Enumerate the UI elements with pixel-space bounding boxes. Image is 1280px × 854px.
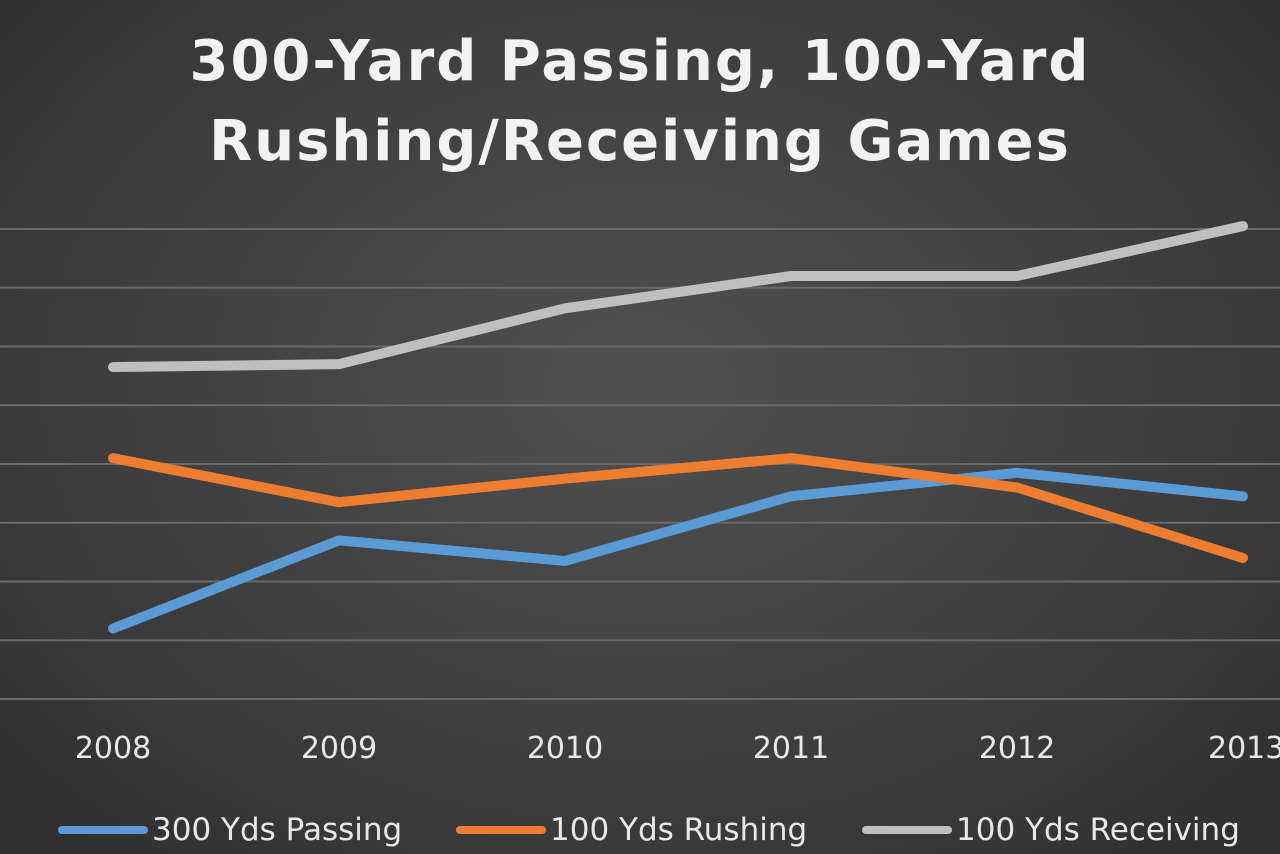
- legend-swatch: [456, 826, 546, 834]
- legend-label: 100 Yds Receiving: [956, 812, 1240, 848]
- x-tick-label: 2012: [979, 731, 1055, 766]
- series-lines: [108, 221, 1248, 634]
- legend-swatch: [862, 826, 952, 834]
- series-line: [108, 453, 1248, 563]
- legend-label: 100 Yds Rushing: [550, 812, 808, 848]
- series-300-yds-passing: [108, 467, 1248, 634]
- series-100-yds-rushing: [108, 453, 1248, 563]
- chart-title: 300-Yard Passing, 100-Yard Rushing/Recei…: [140, 22, 1140, 182]
- legend-item: 100 Yds Rushing: [456, 806, 807, 854]
- legend-swatch: [58, 826, 148, 834]
- series-100-yds-receiving: [108, 221, 1248, 373]
- chart-title-line-2: Rushing/Receiving Games: [209, 109, 1071, 174]
- series-line: [108, 221, 1248, 373]
- x-axis-tick-labels: 2008 2009 2010 2011 2012 2013: [75, 731, 1280, 766]
- x-tick-label: 2008: [75, 731, 151, 766]
- chart-title-line-1: 300-Yard Passing, 100-Yard: [189, 29, 1091, 94]
- legend-label: 300 Yds Passing: [152, 812, 403, 848]
- legend-item: 300 Yds Passing: [58, 806, 402, 854]
- x-tick-label: 2011: [753, 731, 829, 766]
- series-line: [108, 467, 1248, 634]
- legend-item: 100 Yds Receiving: [862, 806, 1240, 854]
- x-tick-label: 2013: [1208, 731, 1280, 766]
- gridlines: [0, 228, 1280, 700]
- x-tick-label: 2010: [527, 731, 603, 766]
- legend: 300 Yds Passing 100 Yds Rushing 100 Yds Re…: [0, 806, 1280, 854]
- x-tick-label: 2009: [301, 731, 377, 766]
